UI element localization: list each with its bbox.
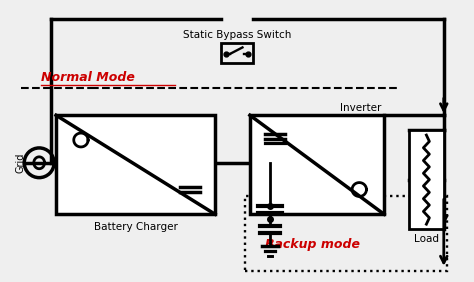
Bar — [221, 43, 253, 63]
Text: Static Bypass Switch: Static Bypass Switch — [183, 30, 291, 40]
Bar — [56, 115, 215, 214]
Text: Battery Charger: Battery Charger — [94, 222, 178, 232]
Text: Normal Mode: Normal Mode — [41, 70, 135, 83]
Bar — [250, 115, 384, 214]
Text: Load: Load — [414, 234, 439, 244]
Text: Backup mode: Backup mode — [265, 238, 360, 251]
Text: Grid: Grid — [15, 153, 25, 173]
Bar — [409, 130, 444, 229]
Text: Inverter: Inverter — [340, 103, 381, 113]
